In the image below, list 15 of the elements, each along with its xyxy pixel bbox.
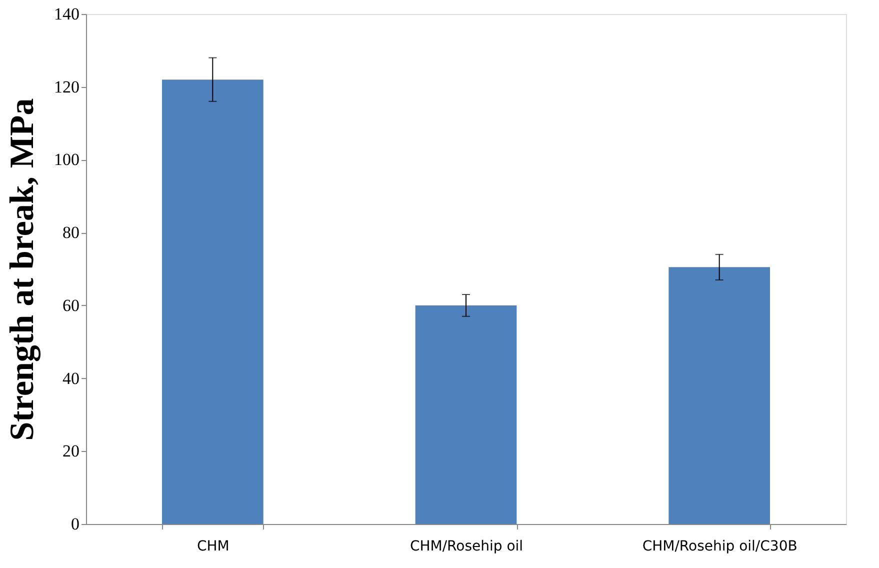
y-tick-label: 60 [62, 296, 80, 315]
y-tick-label: 120 [54, 77, 80, 96]
bar [162, 80, 264, 524]
x-tick-label: CHM/Rosehip oil [410, 538, 524, 554]
y-tick-label: 20 [62, 442, 80, 461]
y-axis-title: Strength at break, MPa [4, 98, 41, 441]
y-tick-label: 100 [54, 150, 80, 170]
y-tick-label: 40 [62, 368, 80, 388]
x-tick-label: CHM/Rosehip oil/C30B [642, 538, 798, 554]
bar [668, 267, 770, 524]
y-tick-label: 0 [71, 514, 80, 534]
x-tick-label: CHM [196, 538, 230, 554]
y-tick-label: 140 [54, 4, 80, 24]
y-tick-label: 80 [62, 223, 80, 242]
bar [415, 305, 517, 524]
